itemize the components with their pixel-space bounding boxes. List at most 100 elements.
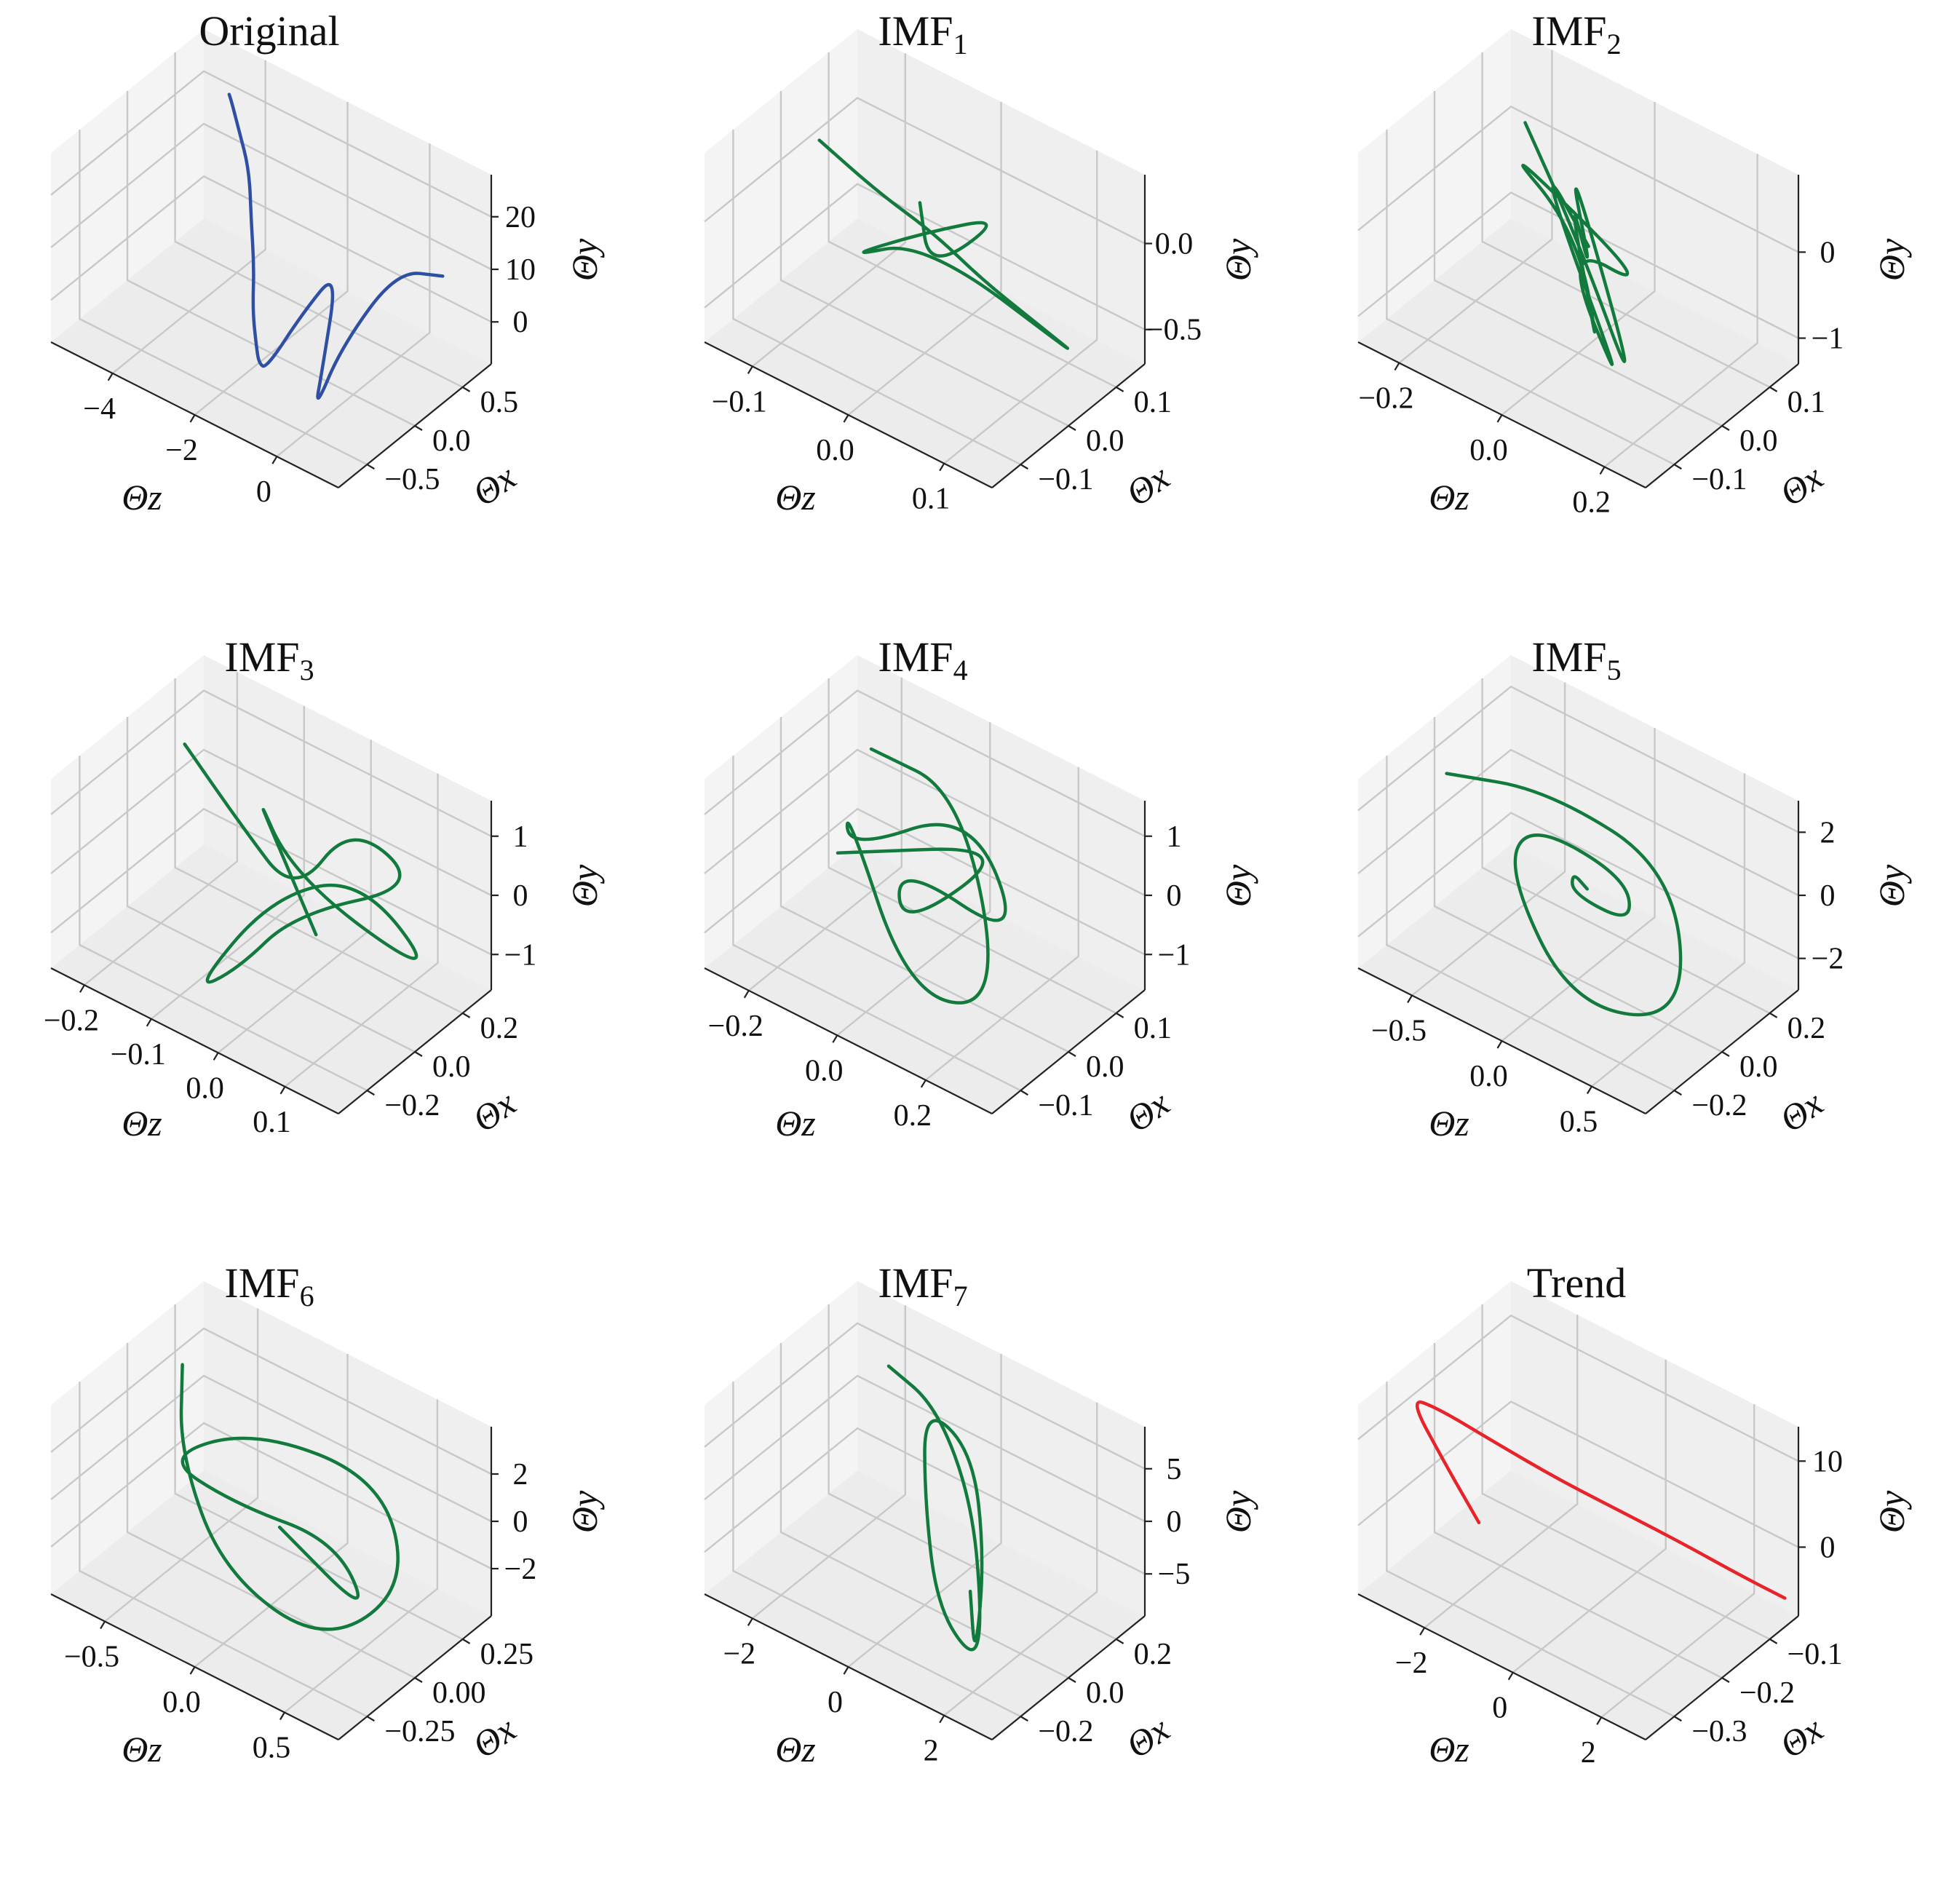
gridline (847, 102, 1002, 416)
thetaz-tick-label: 0.5 (1560, 1106, 1598, 1139)
subplot-5: −0.2 0.0 0.2 −0.1 0.0 0.1 −1 0 1 Θz Θx Θy IMF4 (704, 633, 1258, 1144)
thetaz-tick-label: −0.2 (1358, 382, 1413, 416)
thetay-tick-label: 0 (513, 306, 528, 339)
gridline (126, 717, 416, 1053)
thetaz-tick-mark (747, 1617, 753, 1626)
gridline (1481, 678, 1771, 1014)
gridline (943, 150, 1098, 464)
subplot-title: IMF2 (1531, 7, 1621, 60)
gridline (836, 722, 991, 1037)
thetaz-tick-mark (1599, 466, 1606, 475)
gridline (1357, 685, 1799, 833)
thetax-tick-label: 0.2 (1788, 1012, 1826, 1045)
subplot-title-text: IMF (878, 633, 953, 681)
gridline (1433, 91, 1723, 427)
thetaz-tick-mark (1419, 1627, 1426, 1636)
thetax-axis-label: Θx (1772, 1082, 1830, 1140)
thetax-tick-mark (1721, 1677, 1730, 1683)
gridline (732, 756, 1021, 1092)
gridline (50, 689, 492, 837)
subplot-title: Original (199, 7, 339, 55)
thetaz-tick-label: 2 (924, 1735, 939, 1768)
thetax-tick-label: 0.1 (1788, 386, 1826, 419)
gridline (1386, 130, 1675, 466)
thetax-tick-label: −0.1 (1038, 1089, 1093, 1122)
thetay-axis-label: Θy (564, 1490, 605, 1533)
gridline (151, 705, 305, 1020)
gridline (1600, 1404, 1755, 1719)
thetax-tick-mark (1673, 1090, 1682, 1096)
thetaz-tick-label: 0.2 (1572, 486, 1611, 519)
gridline (828, 678, 1117, 1014)
thetaz-tick-label: −2 (165, 434, 198, 467)
thetay-axis-label: Θy (1218, 1490, 1258, 1533)
thetax-tick-mark (1116, 386, 1124, 392)
thetax-tick-label: 0.1 (1134, 1012, 1173, 1045)
thetay-tick-label: 5 (1167, 1453, 1182, 1486)
subplot-title: IMF4 (878, 633, 967, 686)
thetax-tick-label: 0.0 (1086, 1050, 1124, 1084)
thetaz-axis-label: Θz (122, 1103, 162, 1144)
subplot-title: IMF6 (224, 1259, 314, 1312)
thetaz-tick-label: 0.0 (1469, 434, 1508, 467)
thetay-tick-label: 2 (1820, 816, 1836, 849)
thetax-tick-label: 0.0 (1739, 424, 1778, 458)
thetay-tick-label: 0 (1167, 1505, 1182, 1539)
gridline (1591, 773, 1746, 1087)
thetax-tick-label: −0.2 (1739, 1676, 1795, 1710)
thetax-tick-mark (462, 1638, 471, 1644)
subplot-title-text: IMF (1531, 7, 1606, 55)
thetay-tick-label: 0.0 (1155, 228, 1194, 261)
thetaz-tick-mark (832, 1034, 838, 1043)
trajectory-line (836, 747, 1007, 1005)
thetax-tick-mark (1721, 1051, 1730, 1057)
thetax-tick-label: −0.3 (1691, 1715, 1747, 1748)
thetax-tick-mark (414, 1677, 423, 1683)
gridline (847, 1354, 1002, 1668)
thetaz-tick-label: −0.1 (111, 1038, 166, 1071)
thetaz-tick-label: −2 (1395, 1647, 1428, 1680)
gridline (732, 1382, 1021, 1718)
subplot-8: −2 0 2 −0.2 0.0 0.2 −5 0 5 Θz Θx Θy IMF7 (704, 1259, 1258, 1770)
gridline (732, 130, 1021, 466)
subplot-title-subscript: 2 (1607, 28, 1622, 60)
thetax-tick-mark (414, 1051, 423, 1057)
gridline (104, 1308, 259, 1623)
gridline (1357, 812, 1799, 959)
gridline (828, 1304, 1117, 1640)
trajectory-line (1521, 121, 1630, 366)
gridline (704, 1427, 1146, 1575)
thetaz-tick-label: −0.2 (44, 1004, 99, 1037)
gridline (704, 689, 1146, 837)
thetax-tick-label: 0.0 (1086, 1676, 1124, 1710)
thetaz-axis-line (50, 967, 339, 1114)
thetay-tick-label: −2 (504, 1553, 537, 1586)
thetaz-tick-mark (1596, 1716, 1603, 1725)
thetay-tick-label: 0 (1167, 879, 1182, 913)
thetaz-tick-mark (213, 1052, 219, 1061)
gridline (704, 807, 1146, 956)
thetax-axis-label: Θx (1772, 1708, 1830, 1766)
subplot-4: −0.2 −0.1 0.0 0.1 −0.2 0.0 0.2 −1 0 1 Θz Θx Θy IMF3 (44, 633, 605, 1144)
subplot-7: −0.5 0.0 0.5 −0.25 0.00 0.25 −2 0 2 Θz Θx Θy IMF6 (50, 1259, 605, 1770)
thetax-axis-label: Θx (1119, 456, 1177, 514)
thetax-tick-label: −0.1 (1038, 463, 1093, 496)
gridline (276, 143, 431, 458)
thetax-tick-mark (1068, 1677, 1076, 1683)
thetaz-tick-label: −0.5 (1371, 1015, 1427, 1048)
gridline (194, 1354, 349, 1668)
thetaz-tick-label: 0 (828, 1686, 843, 1719)
thetax-tick-mark (414, 425, 423, 431)
thetaz-tick-mark (743, 990, 750, 999)
gridline (284, 1399, 439, 1713)
trajectory-line (817, 138, 1069, 350)
gridline (943, 1402, 1098, 1716)
gridline (704, 748, 1146, 897)
thetaz-axis-label: Θz (122, 477, 162, 518)
thetax-tick-label: −0.2 (1038, 1715, 1093, 1748)
thetaz-tick-mark (146, 1018, 152, 1027)
gridline (194, 102, 349, 416)
gridline (748, 677, 902, 991)
thetaz-tick-mark (279, 1711, 285, 1721)
